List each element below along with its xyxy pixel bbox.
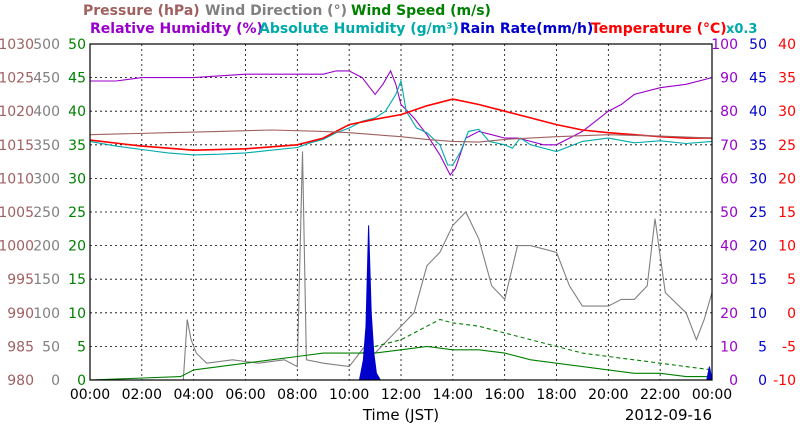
tick-label: 5 <box>758 339 767 355</box>
tick-label: 1020 <box>0 104 34 120</box>
tick-label: -10 <box>773 373 796 389</box>
x-tick-label: 10:00 <box>329 387 369 403</box>
legend-label: Absolute Humidity (g/m³) <box>259 21 459 37</box>
series-rain-rate <box>358 225 713 381</box>
tick-label: 5 <box>787 272 796 288</box>
tick-label: 70 <box>720 138 738 154</box>
tick-label: 1005 <box>0 205 34 221</box>
tick-label: 0 <box>758 373 767 389</box>
tick-label: 35 <box>749 138 767 154</box>
tick-label: 1000 <box>0 239 34 255</box>
tick-label: 10 <box>720 339 738 355</box>
chart-date: 2012-09-16 <box>625 406 712 424</box>
tick-label: 10 <box>749 306 767 322</box>
tick-label: 1010 <box>0 171 34 187</box>
tick-label: 25 <box>778 138 796 154</box>
tick-label: 0 <box>51 373 60 389</box>
tick-label: 80 <box>720 104 738 120</box>
plot-frame <box>89 43 713 381</box>
tick-label: 50 <box>68 37 86 53</box>
tick-label: 1015 <box>0 138 34 154</box>
tick-label: 25 <box>749 205 767 221</box>
tick-label: 500 <box>33 37 60 53</box>
x-tick-label: 14:00 <box>433 387 473 403</box>
tick-label: 100 <box>711 37 738 53</box>
series-line <box>90 151 713 381</box>
tick-label: 450 <box>33 71 60 87</box>
tick-label: 300 <box>33 171 60 187</box>
tick-label: 20 <box>720 306 738 322</box>
tick-label: 30 <box>720 272 738 288</box>
x-tick-label: 08:00 <box>277 387 317 403</box>
x-tick-label: 20:00 <box>588 387 628 403</box>
tick-label: 35 <box>68 138 86 154</box>
legend-label: Wind Direction (°) <box>205 3 347 19</box>
legend-label: Wind Speed (m/s) <box>351 3 491 19</box>
tick-label: 100 <box>33 306 60 322</box>
tick-label: 35 <box>778 71 796 87</box>
tick-label: 60 <box>720 171 738 187</box>
series-line <box>90 69 713 177</box>
tick-label: 200 <box>33 239 60 255</box>
tick-label: 50 <box>749 37 767 53</box>
legend-label: Pressure (hPa) <box>83 3 200 19</box>
tick-label: 20 <box>749 239 767 255</box>
tick-label: 150 <box>33 272 60 288</box>
series-line <box>89 78 713 166</box>
tick-label: 0 <box>787 306 796 322</box>
rain-scale-note: x0.3 <box>726 22 757 37</box>
x-axis-title: Time (JST) <box>362 406 439 424</box>
tick-label: 30 <box>749 171 767 187</box>
tick-label: 20 <box>68 239 86 255</box>
tick-label: 30 <box>778 104 796 120</box>
series-line <box>89 98 712 152</box>
legend-label: Temperature (°C) <box>591 21 727 37</box>
series-line <box>361 318 713 371</box>
x-tick-label: 02:00 <box>122 387 162 403</box>
tick-label: 5 <box>77 339 86 355</box>
tick-label: 1025 <box>0 71 34 87</box>
x-tick-label: 00:00 <box>692 387 732 403</box>
tick-label: 350 <box>33 138 60 154</box>
tick-label: 10 <box>778 239 796 255</box>
x-tick-label: 12:00 <box>381 387 421 403</box>
x-tick-label: 00:00 <box>70 387 110 403</box>
legend-label: Rain Rate(mm/h) <box>460 21 593 37</box>
tick-label: 40 <box>749 104 767 120</box>
tick-label: 90 <box>720 71 738 87</box>
tick-label: 25 <box>68 205 86 221</box>
x-tick-label: 18:00 <box>536 387 576 403</box>
x-tick-label: 04:00 <box>173 387 213 403</box>
tick-label: 45 <box>68 71 86 87</box>
series-line <box>89 129 713 143</box>
tick-label: 0 <box>77 373 86 389</box>
tick-label: 15 <box>749 272 767 288</box>
tick-label: 50 <box>720 205 738 221</box>
tick-label: 1030 <box>0 37 34 53</box>
tick-label: 995 <box>7 272 34 288</box>
tick-label: 40 <box>720 239 738 255</box>
x-tick-label: 22:00 <box>640 387 680 403</box>
tick-label: 15 <box>778 205 796 221</box>
tick-label: 400 <box>33 104 60 120</box>
x-tick-label: 16:00 <box>484 387 524 403</box>
tick-label: 50 <box>42 339 60 355</box>
tick-label: 0 <box>729 373 738 389</box>
tick-label: 20 <box>778 171 796 187</box>
series-line <box>89 345 712 381</box>
tick-label: 40 <box>778 37 796 53</box>
tick-label: 990 <box>7 306 34 322</box>
tick-label: 980 <box>7 373 34 389</box>
tick-label: -5 <box>782 339 796 355</box>
tick-label: 40 <box>68 104 86 120</box>
tick-label: 45 <box>749 71 767 87</box>
tick-label: 250 <box>33 205 60 221</box>
legend-label: Relative Humidity (%) <box>90 21 263 37</box>
x-tick-label: 06:00 <box>225 387 265 403</box>
tick-label: 10 <box>68 306 86 322</box>
tick-label: 30 <box>68 171 86 187</box>
tick-label: 15 <box>68 272 86 288</box>
tick-label: 985 <box>7 339 34 355</box>
